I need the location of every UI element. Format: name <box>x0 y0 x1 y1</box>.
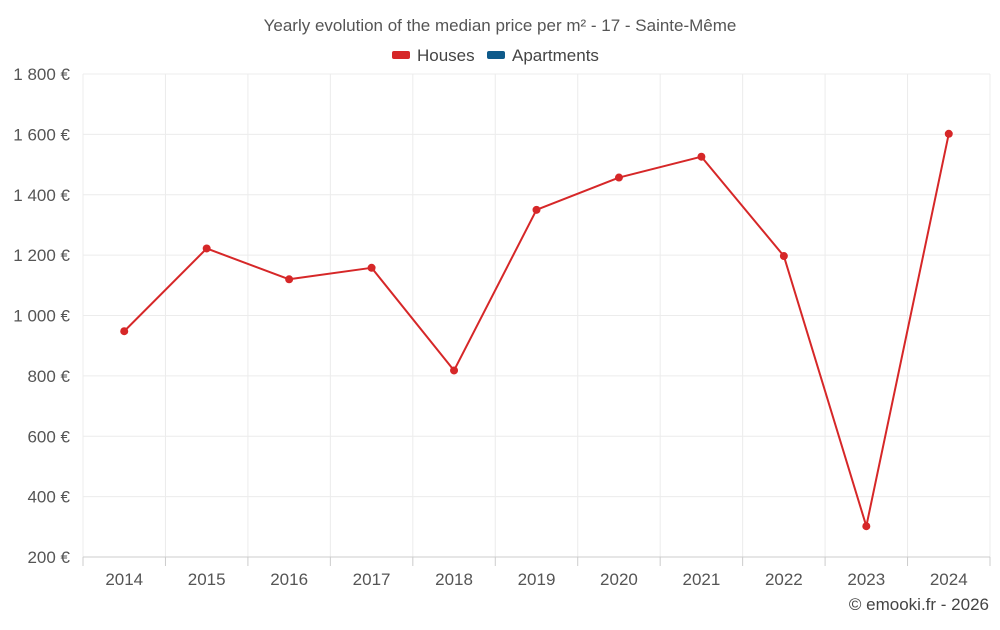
y-tick-label: 600 € <box>27 427 70 446</box>
y-tick-label: 1 600 € <box>13 125 70 144</box>
y-axis-labels: 200 € 400 € 600 € 800 € 1 000 € 1 200 € 1 400 … <box>13 65 70 567</box>
credit-text: © emooki.fr - 2026 <box>849 595 989 614</box>
y-tick-label: 200 € <box>27 548 70 567</box>
data-point-houses-2023[interactable] <box>862 522 871 531</box>
x-tick-label: 2015 <box>188 570 226 589</box>
data-point-houses-2022[interactable] <box>779 252 788 261</box>
data-point-houses-2021[interactable] <box>697 152 706 161</box>
chart-title: Yearly evolution of the median price per… <box>264 16 737 35</box>
y-tick-label: 1 000 € <box>13 307 70 326</box>
axes <box>82 556 991 566</box>
data-point-houses-2016[interactable] <box>285 275 294 284</box>
data-point-houses-2017[interactable] <box>367 263 376 272</box>
y-tick-label: 400 € <box>27 488 70 507</box>
y-tick-label: 800 € <box>27 367 70 386</box>
y-tick-label: 1 200 € <box>13 246 70 265</box>
data-point-houses-2024[interactable] <box>944 129 953 138</box>
x-tick-label: 2022 <box>765 570 803 589</box>
x-tick-label: 2019 <box>518 570 556 589</box>
data-point-houses-2018[interactable] <box>450 366 459 375</box>
data-point-houses-2014[interactable] <box>120 327 129 336</box>
legend-item-apartments[interactable]: Apartments <box>487 46 599 65</box>
legend-swatch-apartments <box>487 51 505 59</box>
series-houses <box>120 129 953 531</box>
legend-label-apartments: Apartments <box>512 46 599 65</box>
x-tick-label: 2018 <box>435 570 473 589</box>
x-tick-label: 2020 <box>600 570 638 589</box>
x-tick-label: 2016 <box>270 570 308 589</box>
x-axis-labels: 2014 2015 2016 2017 2018 2019 2020 2021 2022 2023… <box>105 570 967 589</box>
x-tick-label: 2014 <box>105 570 143 589</box>
legend-item-houses[interactable]: Houses <box>392 46 475 65</box>
legend-swatch-houses <box>392 51 410 59</box>
gridlines <box>82 73 991 557</box>
legend-label-houses: Houses <box>417 46 475 65</box>
data-point-houses-2015[interactable] <box>202 244 211 253</box>
y-tick-label: 1 400 € <box>13 186 70 205</box>
data-point-houses-2020[interactable] <box>614 173 623 182</box>
x-tick-label: 2021 <box>682 570 720 589</box>
x-tick-label: 2023 <box>847 570 885 589</box>
x-tick-label: 2017 <box>353 570 391 589</box>
x-tick-label: 2024 <box>930 570 968 589</box>
legend[interactable]: Houses Apartments <box>392 46 599 65</box>
y-tick-label: 1 800 € <box>13 65 70 84</box>
data-point-houses-2019[interactable] <box>532 205 541 214</box>
